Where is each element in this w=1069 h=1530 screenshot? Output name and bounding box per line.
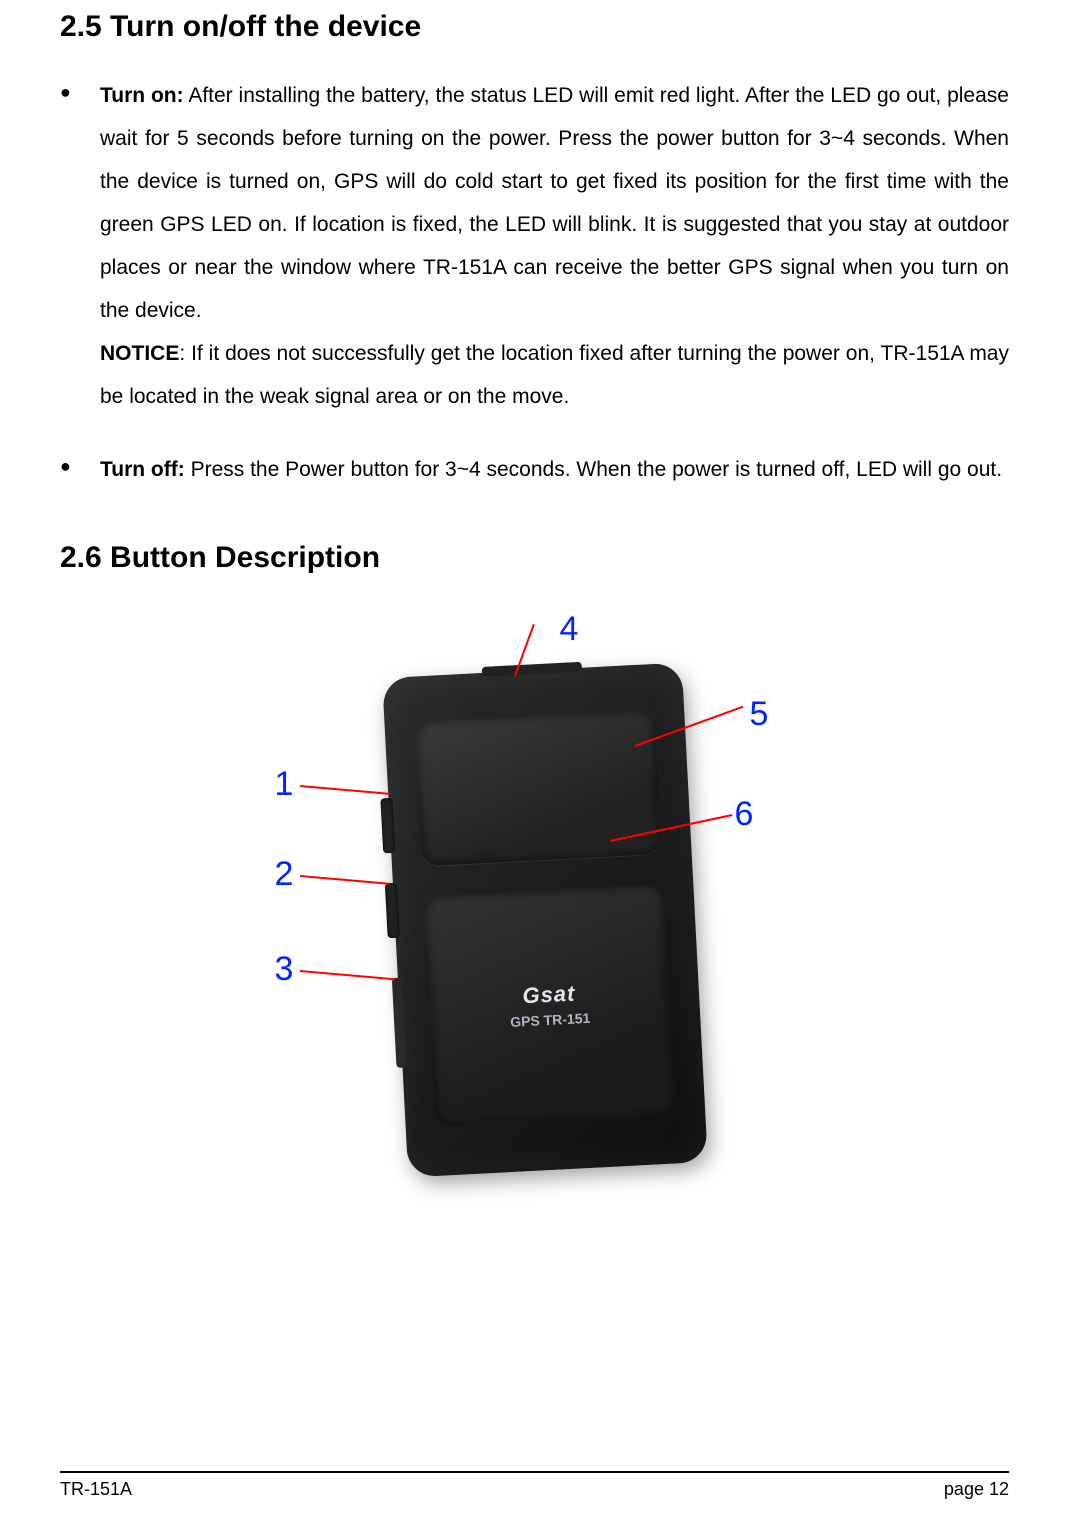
footer-row: TR-151A page 12 xyxy=(60,1479,1009,1500)
device-body: Gsat GPS TR-151 xyxy=(382,663,708,1178)
footer-right: page 12 xyxy=(944,1479,1009,1500)
document-page: 2.5 Turn on/off the device Turn on: Afte… xyxy=(0,10,1069,1530)
led-strip xyxy=(391,978,406,1068)
callout-4: 4 xyxy=(560,610,579,649)
callout-3: 3 xyxy=(275,950,294,989)
callout-2: 2 xyxy=(275,855,294,894)
top-plate xyxy=(414,709,661,866)
footer-rule xyxy=(60,1471,1009,1473)
footer-left: TR-151A xyxy=(60,1479,132,1500)
leader-1 xyxy=(299,785,389,795)
item-text: After installing the battery, the status… xyxy=(100,84,1009,322)
figure-wrap: Gsat GPS TR-151 1 2 3 4 5 6 xyxy=(60,620,1009,1185)
list-item: Turn on: After installing the battery, t… xyxy=(60,74,1009,418)
heading-2-6: 2.6 Button Description xyxy=(60,541,1009,575)
heading-2-5: 2.5 Turn on/off the device xyxy=(60,10,1009,44)
list-item: Turn off: Press the Power button for 3~4… xyxy=(60,448,1009,491)
side-button-1 xyxy=(380,798,395,854)
page-footer: TR-151A page 12 xyxy=(60,1471,1009,1500)
item-label: Turn on: xyxy=(100,84,184,107)
item-text: Press the Power button for 3~4 seconds. … xyxy=(185,458,1002,481)
leader-3 xyxy=(299,970,394,980)
logo-area: Gsat GPS TR-151 xyxy=(423,884,675,1126)
callout-6: 6 xyxy=(735,795,754,834)
notice-text: : If it does not successfully get the lo… xyxy=(100,342,1009,408)
leader-2 xyxy=(299,875,389,885)
notice-label: NOTICE xyxy=(100,342,179,365)
bullet-list-25: Turn on: After installing the battery, t… xyxy=(60,74,1009,491)
sub-text: GPS TR-151 xyxy=(509,1010,590,1030)
side-button-2 xyxy=(384,883,399,939)
callout-1: 1 xyxy=(275,765,294,804)
callout-5: 5 xyxy=(750,695,769,734)
device-figure: Gsat GPS TR-151 1 2 3 4 5 6 xyxy=(255,620,815,1180)
item-label: Turn off: xyxy=(100,458,185,481)
brand-text: Gsat xyxy=(521,981,575,1010)
top-slot xyxy=(481,662,581,677)
